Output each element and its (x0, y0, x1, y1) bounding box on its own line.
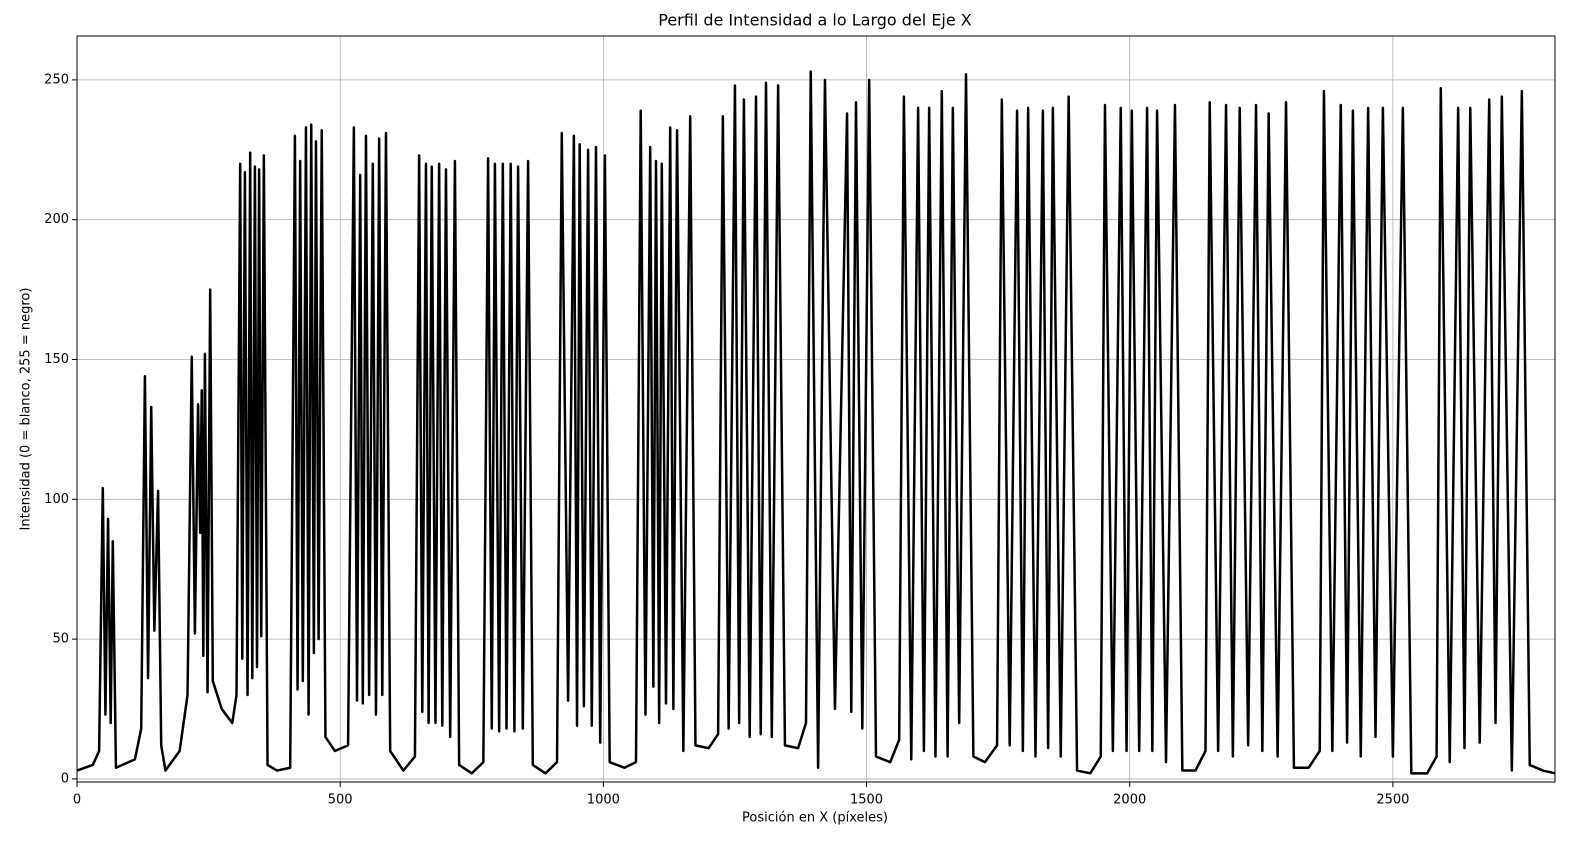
y-tick-label: 200 (44, 212, 69, 227)
y-tick-label: 100 (44, 492, 69, 507)
x-tick-label: 1500 (850, 793, 883, 808)
x-tick-label: 0 (73, 793, 81, 808)
plot-frame (76, 35, 1556, 783)
x-tick-label: 2000 (1113, 793, 1146, 808)
x-tick-label: 500 (328, 793, 353, 808)
y-axis-label: Intensidad (0 = blanco, 255 = negro) (19, 288, 34, 531)
y-tick-label: 250 (44, 72, 69, 87)
x-tick-label: 1000 (587, 793, 620, 808)
x-tick-label: 2500 (1376, 793, 1409, 808)
y-tick-label: 50 (52, 632, 69, 647)
data-line (76, 70, 1556, 775)
y-tick-label: 150 (44, 352, 69, 367)
chart-title: Perfil de Intensidad a lo Largo del Eje … (658, 11, 972, 30)
x-axis-label: Posición en X (píxeles) (742, 811, 888, 826)
y-tick-label: 0 (61, 771, 69, 786)
